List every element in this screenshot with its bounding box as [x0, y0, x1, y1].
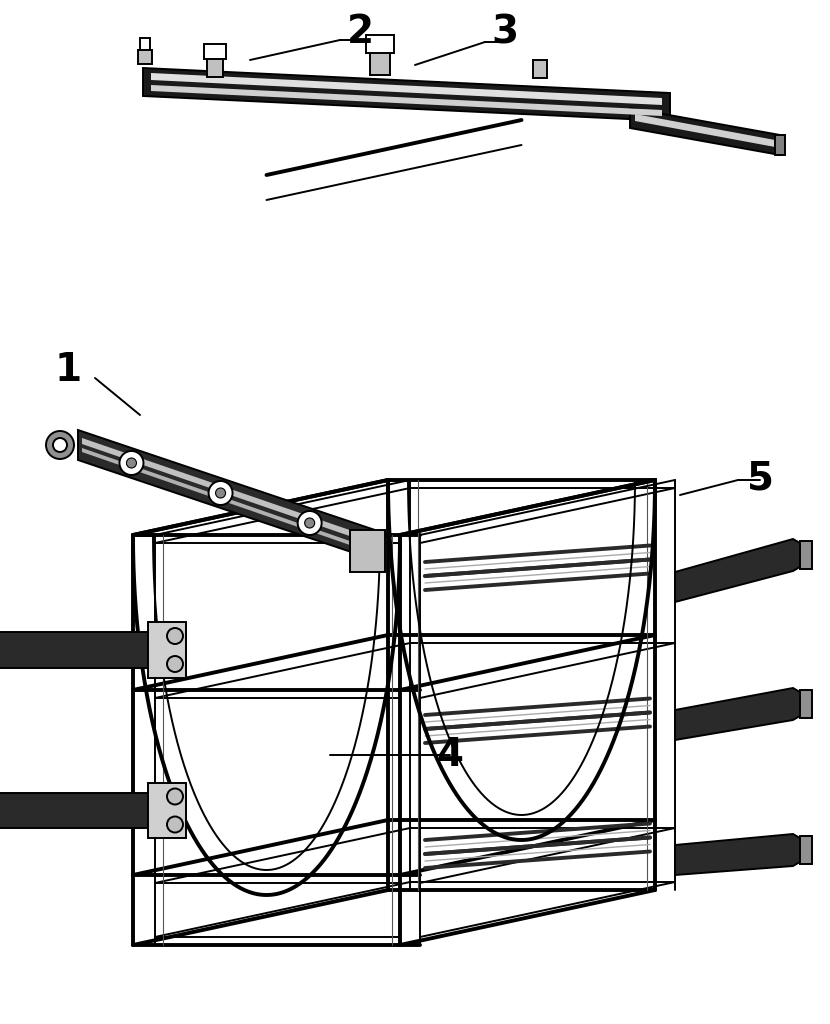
Circle shape — [305, 518, 315, 528]
Circle shape — [167, 628, 183, 644]
Circle shape — [208, 481, 232, 505]
Polygon shape — [82, 438, 370, 543]
Bar — [148, 622, 186, 678]
Bar — [140, 38, 150, 50]
Text: 1: 1 — [55, 351, 81, 389]
Circle shape — [167, 788, 183, 805]
Bar — [800, 690, 812, 718]
Polygon shape — [0, 632, 160, 668]
Circle shape — [46, 431, 74, 459]
Bar — [800, 836, 812, 864]
Bar — [800, 541, 812, 569]
Text: 4: 4 — [437, 736, 463, 774]
Bar — [207, 57, 223, 77]
Polygon shape — [151, 73, 662, 105]
Circle shape — [126, 458, 136, 468]
Polygon shape — [82, 449, 370, 552]
Circle shape — [216, 488, 226, 498]
Polygon shape — [143, 68, 670, 121]
Polygon shape — [630, 108, 780, 155]
Polygon shape — [635, 114, 775, 147]
Bar — [775, 135, 785, 155]
Text: 3: 3 — [491, 13, 519, 51]
Bar — [148, 783, 186, 838]
Polygon shape — [78, 430, 375, 560]
Bar — [533, 60, 547, 78]
Circle shape — [53, 438, 67, 452]
Text: 5: 5 — [746, 459, 774, 497]
Polygon shape — [151, 85, 662, 116]
Circle shape — [120, 451, 144, 475]
Circle shape — [167, 816, 183, 833]
Polygon shape — [0, 793, 160, 828]
Bar — [366, 35, 394, 53]
Bar — [350, 530, 385, 572]
Polygon shape — [675, 539, 805, 602]
Polygon shape — [675, 834, 805, 874]
Circle shape — [298, 511, 322, 535]
Bar — [370, 50, 390, 75]
Text: 2: 2 — [346, 13, 374, 51]
Circle shape — [167, 656, 183, 672]
Bar — [138, 50, 152, 63]
Bar — [204, 44, 226, 59]
Polygon shape — [675, 688, 805, 740]
